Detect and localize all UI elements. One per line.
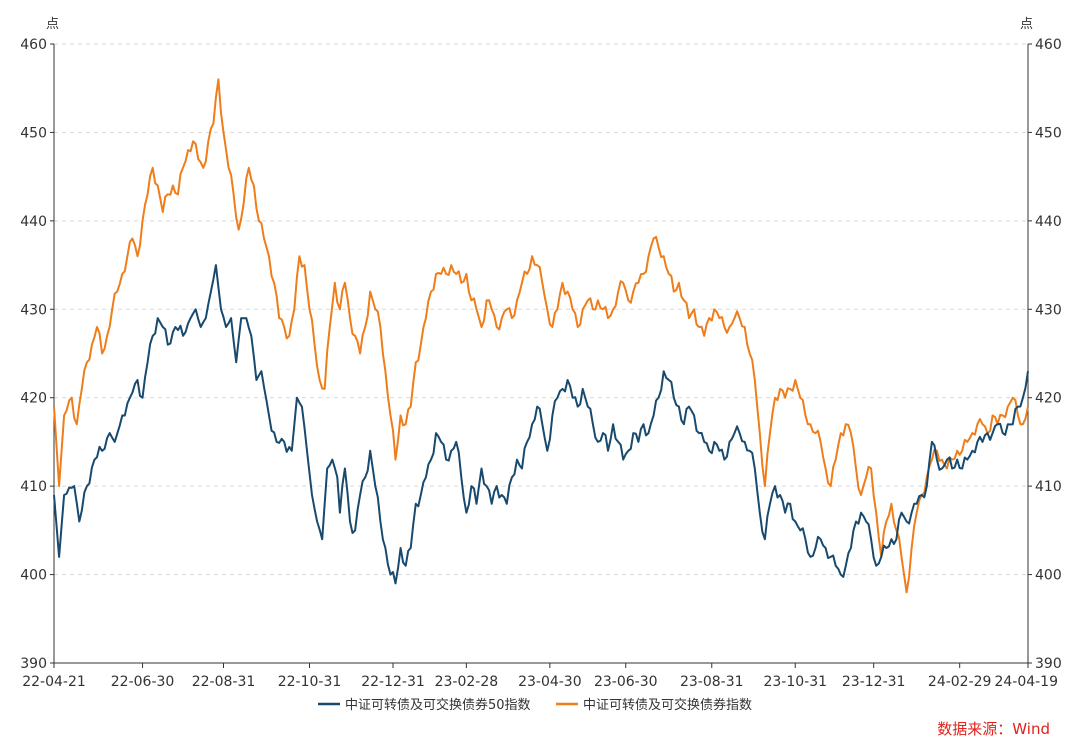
y-tick-label-left-7: 460 xyxy=(20,37,47,53)
y-tick-label-left-5: 440 xyxy=(20,214,47,230)
x-tick-label-5: 23-02-28 xyxy=(435,674,499,690)
x-tick-label-10: 23-12-31 xyxy=(842,674,906,690)
y-tick-label-right-7: 460 xyxy=(1035,37,1062,53)
x-tick-label-3: 22-10-31 xyxy=(278,674,342,690)
series-lines xyxy=(53,78,1029,594)
x-tick-label-0: 22-04-21 xyxy=(22,674,86,690)
y-axis-right-unit: 点 xyxy=(1020,17,1033,32)
x-tick-label-7: 23-06-30 xyxy=(594,674,658,690)
y-axis-right-ticks: 390 400 410 420 430 440 450 460 xyxy=(1028,37,1062,672)
series-line-0 xyxy=(53,264,1029,585)
y-tick-label-left-3: 420 xyxy=(20,391,47,407)
legend-label-50-index: 中证可转债及可交换债券50指数 xyxy=(345,697,531,713)
x-tick-label-1: 22-06-30 xyxy=(111,674,175,690)
y-tick-label-right-3: 420 xyxy=(1035,391,1062,407)
legend: 中证可转债及可交换债券50指数 中证可转债及可交换债券指数 xyxy=(318,697,752,713)
data-source: 数据来源：Wind xyxy=(937,720,1050,738)
legend-label-full-index: 中证可转债及可交换债券指数 xyxy=(583,697,752,713)
y-tick-label-right-6: 450 xyxy=(1035,125,1062,141)
y-tick-label-left-0: 390 xyxy=(20,656,47,672)
series-line-1 xyxy=(53,78,1029,594)
x-tick-label-6: 23-04-30 xyxy=(518,674,582,690)
y-tick-label-left-2: 410 xyxy=(20,479,47,495)
y-tick-label-left-4: 430 xyxy=(20,302,47,318)
y-tick-label-right-1: 400 xyxy=(1035,568,1062,584)
x-tick-label-11: 24-02-29 xyxy=(928,674,992,690)
x-tick-label-2: 22-08-31 xyxy=(192,674,256,690)
x-tick-label-9: 23-10-31 xyxy=(763,674,827,690)
y-tick-label-left-6: 450 xyxy=(20,125,47,141)
x-tick-label-4: 22-12-31 xyxy=(361,674,425,690)
x-tick-label-8: 23-08-31 xyxy=(680,674,744,690)
x-tick-label-12: 24-04-19 xyxy=(994,674,1058,690)
x-axis-ticks: 22-04-21 22-06-30 22-08-31 22-10-31 22-12-31… xyxy=(22,663,1058,690)
y-tick-label-right-2: 410 xyxy=(1035,479,1062,495)
y-axis-left-unit: 点 xyxy=(46,17,59,32)
y-tick-label-right-5: 440 xyxy=(1035,214,1062,230)
grid-lines xyxy=(54,43,1028,576)
y-tick-label-right-0: 390 xyxy=(1035,656,1062,672)
y-axis-left-ticks: 390 400 410 420 430 440 450 460 xyxy=(20,37,54,672)
axes xyxy=(53,44,1029,664)
y-tick-label-left-1: 400 xyxy=(20,568,47,584)
y-tick-label-right-4: 430 xyxy=(1035,302,1062,318)
